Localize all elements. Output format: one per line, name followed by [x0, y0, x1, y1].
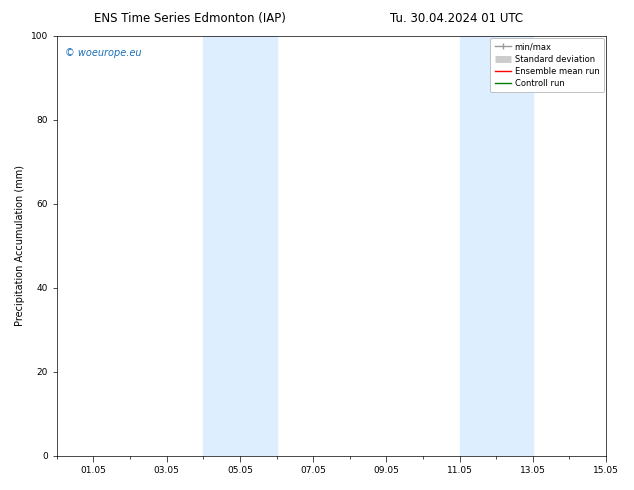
- Text: © woeurope.eu: © woeurope.eu: [65, 48, 141, 58]
- Legend: min/max, Standard deviation, Ensemble mean run, Controll run: min/max, Standard deviation, Ensemble me…: [491, 38, 604, 93]
- Bar: [204, 36, 276, 456]
- Text: Tu. 30.04.2024 01 UTC: Tu. 30.04.2024 01 UTC: [390, 12, 523, 25]
- Bar: [460, 36, 533, 456]
- Text: ENS Time Series Edmonton (IAP): ENS Time Series Edmonton (IAP): [94, 12, 286, 25]
- Y-axis label: Precipitation Accumulation (mm): Precipitation Accumulation (mm): [15, 165, 25, 326]
